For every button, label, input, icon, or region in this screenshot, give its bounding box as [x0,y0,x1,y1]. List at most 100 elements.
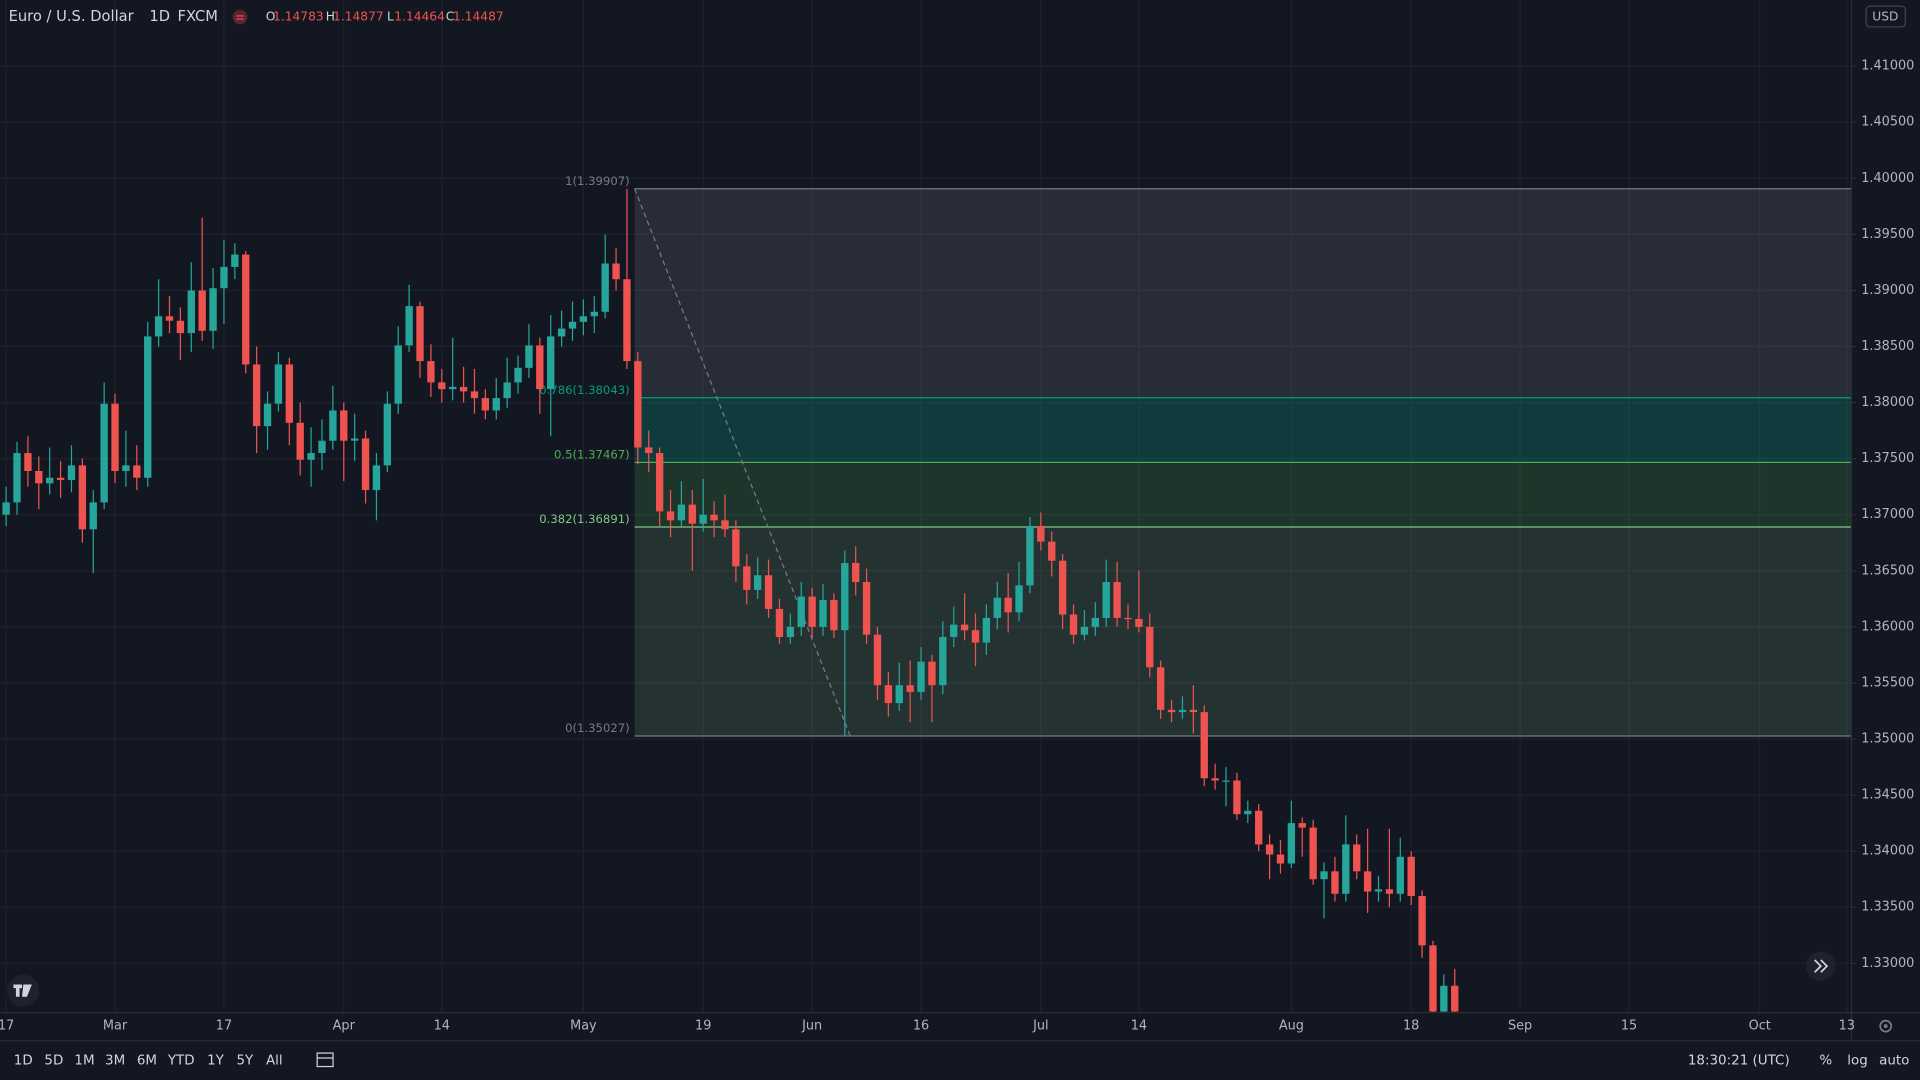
ohlc-key: O [266,10,276,24]
candle-body [427,361,435,383]
candle-body [1135,619,1143,627]
scroll-right-button[interactable] [1806,951,1836,981]
candle-body [1037,525,1045,542]
candle-body [340,410,348,441]
candle-body [1309,827,1317,880]
candle-body [1287,823,1296,864]
candle-body [144,336,152,478]
ohlc-key: L [387,10,394,24]
candle-body [1265,844,1274,855]
candle-body [1080,626,1089,635]
symbol-title[interactable]: Euro / U.S. Dollar [9,8,135,25]
x-tick-label: May [570,1019,597,1034]
candle-body [982,617,991,643]
log-toggle[interactable]: log [1847,1053,1868,1068]
candle-body [579,316,588,322]
ohlc-value: 1.14487 [453,10,504,24]
range-button[interactable]: 3M [105,1053,125,1068]
range-button[interactable]: 1Y [207,1053,225,1068]
candle-body [176,320,185,334]
range-button[interactable]: YTD [167,1053,195,1068]
candle-body [372,465,381,491]
candle-body [1255,810,1263,845]
range-button[interactable]: 5Y [237,1053,255,1068]
candle-body [56,477,65,480]
candle-body [24,453,32,472]
candle-body [481,398,490,411]
x-tick-label: Jul [1032,1019,1049,1034]
candle-body [350,438,359,441]
candle-body [449,386,457,390]
candle-body [601,263,609,312]
candle-body [242,254,250,365]
gear-center [1883,1024,1888,1029]
y-tick-label: 1.39500 [1861,227,1914,242]
range-button[interactable]: 6M [137,1053,157,1068]
candle-body [89,502,97,530]
candle-body [830,599,838,631]
candle-body [612,263,620,280]
candle-body [1167,709,1176,713]
range-button[interactable]: 1M [74,1053,94,1068]
candle-body [67,465,76,480]
x-tick-label: 13 [1839,1019,1855,1034]
candle-body [307,453,315,460]
candle-body [590,311,598,317]
candle-body [895,685,903,704]
candle-body [1091,617,1099,627]
candle-body [187,290,195,334]
settings-button[interactable] [1879,1019,1893,1033]
range-button[interactable]: 5D [44,1053,63,1068]
candle-body [928,661,936,686]
candle-body [361,438,370,491]
toolbar: 18:30:21 (UTC) % log auto 1D 5D 1M 3M 6M YTD 1… [14,1052,1909,1068]
currency-button[interactable]: USD [1865,5,1906,28]
ohlc-value: 1.14877 [333,10,384,24]
candle-body [1407,856,1415,897]
candle-body [808,596,816,627]
candle-body [263,403,272,427]
candle-body [645,447,653,454]
fib-label: 0(1.35027) [565,721,630,735]
candle-body [1440,985,1448,1012]
fib-zone [634,526,1852,736]
x-tick-label: 17 [0,1019,14,1034]
candle-body [1418,896,1426,946]
y-tick-label: 1.35000 [1861,732,1914,747]
date-range-button[interactable] [316,1052,334,1068]
candle-body [438,382,446,390]
candle-body [688,504,696,524]
auto-toggle[interactable]: auto [1879,1053,1909,1068]
candle-body [122,465,130,472]
candle-body [1069,614,1078,635]
candle-body [133,465,141,478]
fib-zone [634,188,1852,398]
candle-body [1015,585,1023,613]
range-button[interactable]: 1D [14,1053,33,1068]
candle-body [514,367,522,383]
candle-body [1331,871,1339,894]
candle-body [1102,582,1110,618]
percent-toggle[interactable]: % [1819,1053,1832,1068]
candle-body [525,345,533,368]
range-button[interactable]: All [266,1053,283,1068]
candle-body [329,410,337,441]
candle-body [1004,597,1012,613]
y-tick-label: 1.36500 [1861,563,1914,578]
y-tick-label: 1.40000 [1861,171,1914,186]
gear [1879,1019,1893,1033]
candle-body [198,290,206,331]
candle-body [939,636,947,686]
fib-retracement[interactable]: 1(1.39907) 0.786(1.38043) 0.5(1.37467) 0.38… [539,174,1852,737]
axes: 1.41000 1.40500 1.40000 1.39500 1.39000 1.385… [0,59,1914,1034]
clock[interactable]: 18:30:21 (UTC) [1688,1053,1790,1068]
fib-zone [634,397,1852,463]
candle-body [1124,617,1132,620]
y-tick-label: 1.34500 [1861,788,1914,803]
x-tick-label: 19 [695,1019,711,1034]
logo[interactable] [7,974,40,1007]
status-icon[interactable] [232,9,248,25]
candle-body [46,477,54,484]
interval[interactable]: 1D [149,8,170,25]
